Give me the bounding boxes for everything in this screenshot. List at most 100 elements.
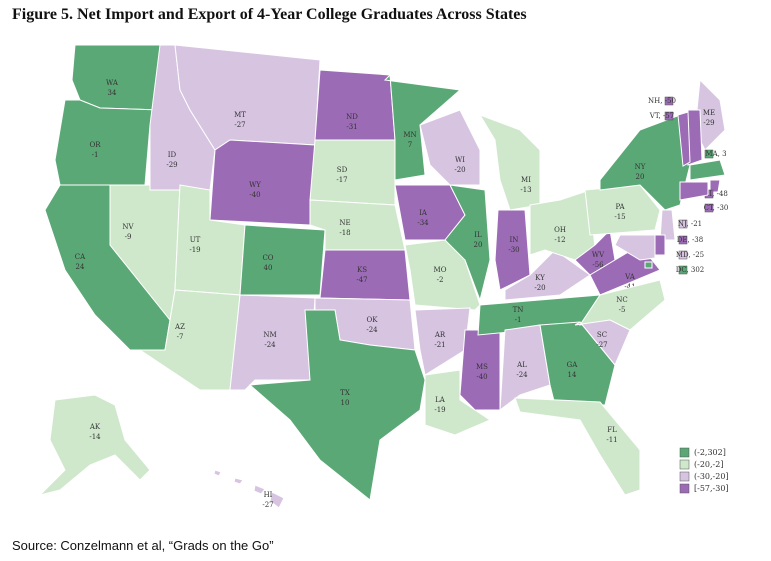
state-name: KS — [357, 266, 367, 274]
state-name: MI — [521, 176, 531, 184]
state-name: WA — [106, 79, 119, 87]
state-value: -15 — [614, 213, 625, 221]
state-name: ID — [168, 151, 177, 159]
state — [54, 99, 161, 186]
state-name: SC — [597, 331, 607, 339]
state — [213, 469, 285, 509]
state-value: -20 — [534, 284, 545, 292]
state-name: UT — [190, 236, 201, 244]
state-name: ND — [346, 113, 358, 121]
legend-swatch — [679, 483, 690, 494]
state-value: -34 — [417, 219, 429, 227]
state-name: HI — [264, 491, 273, 499]
state — [209, 139, 316, 226]
state-value: -7 — [177, 333, 184, 341]
state — [644, 261, 653, 269]
state-name: LA — [435, 396, 446, 404]
callout-label: DC, 302 — [676, 266, 705, 274]
state-name: AL — [516, 361, 527, 369]
state-name: WV — [592, 251, 605, 259]
callout-swatch — [704, 203, 714, 213]
callout-swatch — [678, 250, 688, 260]
source: Source: Conzelmann et al, “Grads on the … — [12, 538, 274, 553]
state-value: -40 — [476, 373, 487, 381]
callout-swatch — [678, 265, 688, 275]
callout-swatch — [678, 235, 688, 245]
state-value: -18 — [339, 229, 350, 237]
state-name: IA — [419, 209, 428, 217]
state-name: PA — [615, 203, 625, 211]
state-name: KY — [535, 274, 545, 282]
callout-label: DE, -38 — [677, 236, 703, 244]
callout-label: MA, 3 — [705, 150, 726, 158]
state — [574, 319, 631, 366]
state — [654, 234, 666, 256]
state-name: OR — [89, 141, 101, 149]
legend-swatch — [679, 471, 690, 482]
state — [679, 181, 709, 201]
legend-swatch — [679, 447, 690, 458]
state-value: -29 — [166, 161, 177, 169]
state — [659, 209, 676, 241]
state-value: -1 — [92, 151, 99, 159]
state-name: NY — [635, 163, 646, 171]
state-name: ME — [703, 109, 715, 117]
state-value: -29 — [703, 119, 714, 127]
state-value: -9 — [125, 233, 132, 241]
callout-label: CT, -30 — [704, 204, 729, 212]
state-value: 20 — [474, 241, 483, 249]
state-name: GA — [567, 361, 579, 369]
state-value: -56 — [592, 261, 604, 269]
callout-label: NH, -50 — [648, 97, 676, 105]
state-name: WI — [455, 156, 465, 164]
state-value: -24 — [516, 371, 528, 379]
legend-label: (-20,-2] — [694, 460, 723, 469]
state-value: -17 — [336, 176, 347, 184]
state — [677, 111, 691, 167]
legend-label: (-2,302] — [694, 448, 726, 457]
state-value: 24 — [76, 263, 85, 271]
state-value: -30 — [508, 246, 519, 254]
callout-label: VT, -57 — [649, 112, 674, 120]
state-value: -1 — [515, 316, 522, 324]
state-name: IL — [474, 231, 482, 239]
state-name: OK — [367, 316, 379, 324]
state-value: 14 — [568, 371, 577, 379]
state-name: VA — [624, 273, 636, 281]
state-name: TN — [513, 306, 524, 314]
state-value: -5 — [619, 306, 626, 314]
state — [574, 228, 616, 276]
state — [309, 139, 396, 206]
state-value: -47 — [356, 276, 367, 284]
callout-label: NJ, -21 — [678, 220, 702, 228]
state — [499, 324, 551, 412]
state-value: -2 — [437, 276, 444, 284]
state-value: -24 — [366, 326, 378, 334]
state — [424, 369, 492, 436]
state-name: AR — [434, 331, 446, 339]
state — [614, 234, 656, 261]
state — [71, 44, 161, 111]
state — [599, 114, 691, 211]
state-name: AK — [89, 423, 101, 431]
state — [494, 209, 531, 291]
state-name: MS — [476, 363, 488, 371]
state-name: NM — [263, 331, 276, 339]
legend-label: [-57,-30] — [694, 484, 729, 493]
callout-swatch — [664, 111, 674, 121]
callout-swatch — [678, 219, 688, 229]
state — [319, 249, 411, 301]
state — [709, 179, 721, 193]
state — [514, 397, 641, 496]
state — [444, 184, 491, 302]
state-name: CO — [262, 254, 273, 262]
callout-swatch — [664, 96, 674, 106]
state-value: -20 — [454, 166, 465, 174]
state-name: IN — [510, 236, 519, 244]
state — [478, 114, 541, 211]
state-value: -19 — [189, 246, 200, 254]
legend-label: (-30,-20] — [694, 472, 729, 481]
state-value: -11 — [606, 436, 617, 444]
state-value: 10 — [341, 399, 350, 407]
